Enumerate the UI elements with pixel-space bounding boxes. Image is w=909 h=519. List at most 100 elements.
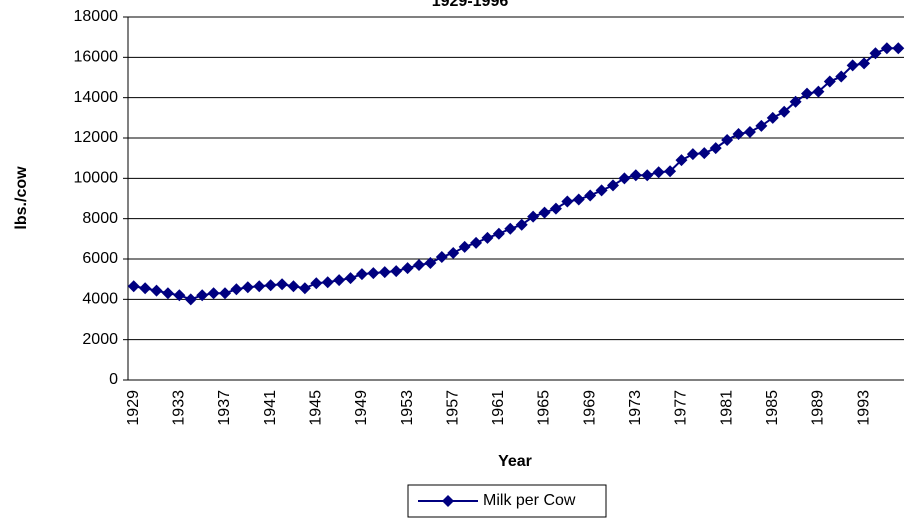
chart-title: 1929-1996 bbox=[432, 0, 509, 10]
data-point bbox=[686, 148, 699, 161]
data-point bbox=[470, 236, 483, 249]
data-point bbox=[139, 282, 152, 295]
data-point bbox=[253, 280, 266, 293]
data-point bbox=[310, 277, 323, 290]
data-point bbox=[641, 169, 654, 182]
data-point bbox=[161, 287, 174, 300]
data-point bbox=[869, 47, 882, 60]
data-point bbox=[846, 59, 859, 72]
data-point bbox=[584, 189, 597, 202]
data-point bbox=[527, 210, 540, 223]
x-tick-label: 1953 bbox=[399, 390, 416, 426]
legend-marker bbox=[442, 495, 454, 507]
data-point bbox=[355, 268, 368, 281]
x-tick-label: 1969 bbox=[581, 390, 598, 426]
data-point bbox=[698, 147, 711, 160]
x-tick-label: 1993 bbox=[855, 390, 872, 426]
data-point bbox=[538, 206, 551, 219]
x-tick-label: 1989 bbox=[810, 390, 827, 426]
data-point bbox=[778, 105, 791, 118]
data-point bbox=[344, 272, 357, 285]
data-point bbox=[367, 267, 380, 280]
data-point bbox=[801, 87, 813, 100]
data-point bbox=[709, 142, 722, 155]
data-line bbox=[133, 47, 899, 301]
x-tick-label: 1941 bbox=[262, 390, 279, 426]
data-point bbox=[173, 289, 186, 302]
x-tick-label: 1965 bbox=[536, 390, 553, 426]
data-point bbox=[413, 259, 425, 272]
y-tick-label: 12000 bbox=[74, 129, 119, 146]
data-point bbox=[652, 166, 665, 179]
x-tick-label: 1945 bbox=[308, 390, 325, 426]
data-point bbox=[230, 283, 243, 296]
data-point bbox=[789, 95, 802, 108]
y-tick-label: 16000 bbox=[74, 49, 119, 66]
data-point bbox=[595, 184, 608, 197]
data-point bbox=[755, 119, 768, 132]
x-tick-label: 1933 bbox=[171, 390, 188, 426]
y-tick-label: 8000 bbox=[82, 210, 118, 227]
data-point bbox=[721, 134, 734, 147]
y-tick-label: 0 bbox=[109, 371, 118, 388]
x-tick-label: 1937 bbox=[216, 390, 233, 426]
x-tick-label: 1957 bbox=[444, 390, 461, 426]
data-point bbox=[241, 281, 254, 294]
data-point bbox=[390, 265, 403, 278]
data-point bbox=[561, 195, 574, 208]
data-point bbox=[743, 125, 756, 138]
data-point bbox=[892, 42, 905, 55]
data-point bbox=[858, 57, 871, 70]
data-point bbox=[287, 280, 300, 293]
x-tick-label: 1981 bbox=[718, 390, 735, 426]
data-point bbox=[515, 218, 528, 231]
x-tick-label: 1961 bbox=[490, 390, 507, 426]
data-point bbox=[607, 179, 619, 192]
y-tick-label: 18000 bbox=[74, 8, 119, 25]
y-tick-label: 4000 bbox=[82, 291, 118, 308]
y-tick-label: 6000 bbox=[82, 250, 118, 267]
y-tick-label: 2000 bbox=[82, 331, 118, 348]
data-point bbox=[675, 154, 688, 167]
legend-label: Milk per Cow bbox=[483, 492, 576, 509]
data-point bbox=[880, 42, 893, 55]
x-tick-label: 1929 bbox=[125, 390, 142, 426]
data-point bbox=[447, 246, 460, 259]
data-point bbox=[549, 202, 562, 215]
data-point bbox=[219, 287, 231, 300]
data-point bbox=[333, 274, 346, 287]
data-point bbox=[812, 85, 825, 98]
data-point bbox=[196, 289, 209, 302]
data-point bbox=[504, 222, 517, 235]
data-point bbox=[835, 70, 848, 83]
x-tick-label: 1977 bbox=[673, 390, 690, 426]
data-point bbox=[629, 169, 642, 182]
data-point bbox=[264, 279, 277, 292]
data-point bbox=[435, 250, 448, 263]
x-axis-label: Year bbox=[498, 453, 532, 470]
data-point bbox=[207, 287, 220, 300]
y-axis-label: lbs./cow bbox=[13, 166, 30, 230]
y-tick-label: 10000 bbox=[74, 170, 119, 187]
x-tick-label: 1973 bbox=[627, 390, 644, 426]
data-point bbox=[492, 227, 505, 240]
data-point bbox=[321, 276, 334, 289]
data-point bbox=[481, 231, 494, 244]
data-point bbox=[276, 278, 289, 291]
y-tick-label: 14000 bbox=[74, 89, 119, 106]
data-point bbox=[401, 262, 414, 275]
data-point bbox=[184, 293, 197, 306]
data-point bbox=[732, 127, 745, 140]
data-point bbox=[618, 172, 631, 185]
data-point bbox=[378, 266, 391, 279]
data-point bbox=[664, 165, 677, 178]
data-point bbox=[150, 284, 163, 297]
data-point bbox=[458, 240, 471, 253]
data-point bbox=[127, 280, 140, 293]
data-point bbox=[766, 111, 779, 124]
x-tick-label: 1949 bbox=[353, 390, 370, 426]
data-point bbox=[823, 75, 836, 88]
data-point bbox=[298, 282, 311, 295]
data-point bbox=[424, 257, 437, 270]
